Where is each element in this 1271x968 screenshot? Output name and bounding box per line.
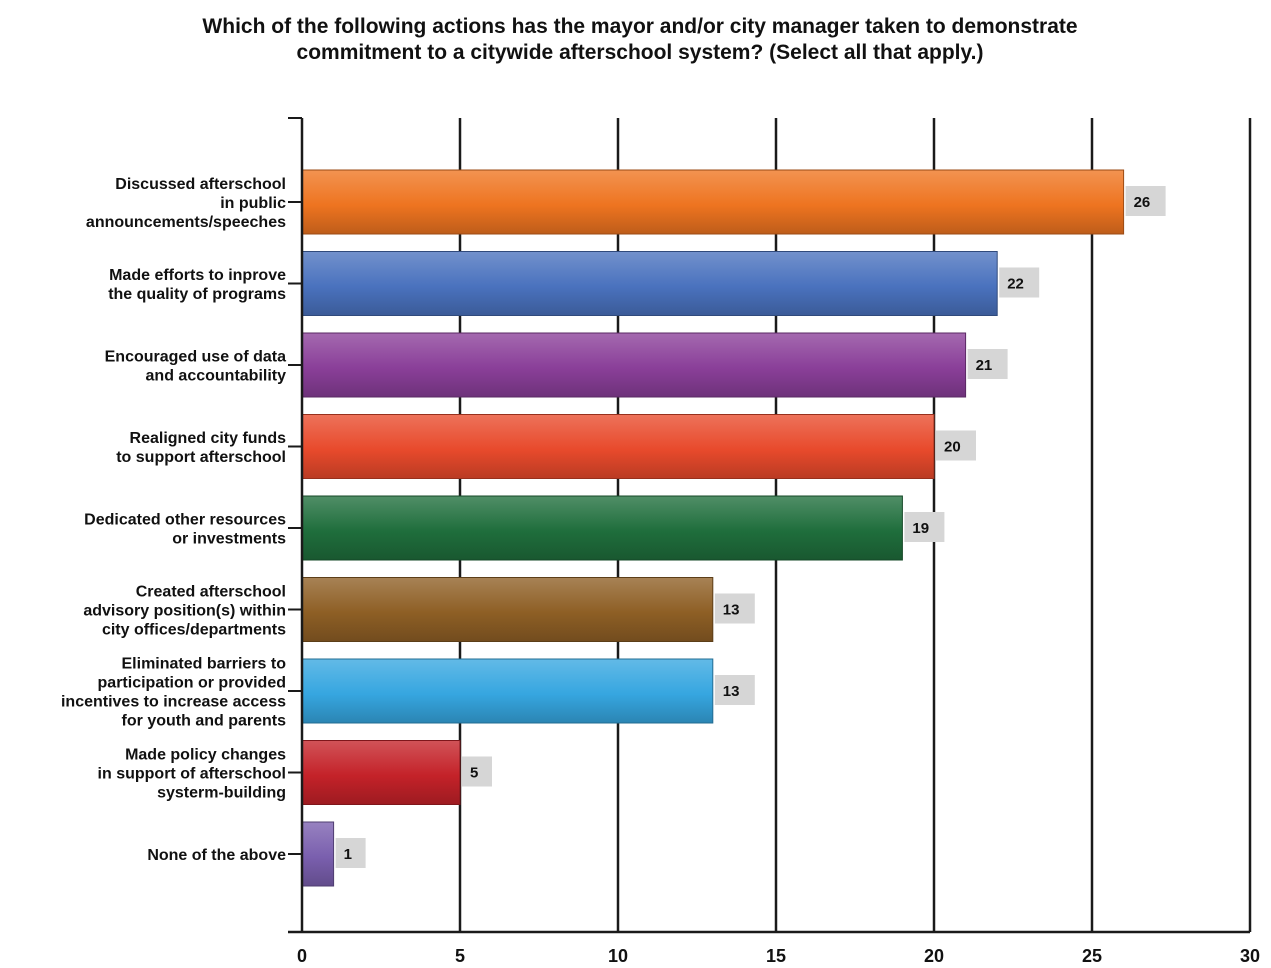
- bar: [301, 821, 335, 887]
- chart-title: Which of the following actions has the m…: [202, 15, 1078, 64]
- x-tick-label: 5: [455, 946, 465, 966]
- bar: [301, 332, 967, 398]
- category-label: None of the above: [147, 847, 286, 864]
- data-label-box: [335, 838, 366, 868]
- data-label-box: [936, 430, 976, 461]
- bar: [301, 740, 461, 805]
- data-label: 1: [344, 846, 352, 863]
- category-label: Dedicated other resources or investments: [84, 512, 286, 548]
- x-tick-label: 15: [766, 946, 786, 966]
- axes: [288, 117, 1250, 934]
- category-label: Eliminated barriers to participation or p…: [61, 656, 286, 730]
- data-label-box: [967, 349, 1008, 379]
- data-label: 19: [912, 520, 929, 537]
- data-label: 13: [723, 683, 740, 700]
- category-label: Created afterschool advisory position(s) …: [83, 584, 286, 639]
- category-label: Discussed afterschool in public announceme…: [86, 176, 286, 231]
- bar: [301, 169, 1125, 235]
- data-label-box: [1125, 186, 1166, 216]
- x-tick-label: 25: [1082, 946, 1102, 966]
- data-label-box: [904, 512, 945, 542]
- x-tick-label: 0: [297, 946, 307, 966]
- x-tick-label: 30: [1240, 946, 1260, 966]
- data-label: 5: [470, 765, 478, 782]
- bar: [301, 251, 998, 316]
- bar: [301, 414, 935, 479]
- data-label-box: [714, 593, 755, 624]
- data-label: 13: [723, 602, 740, 619]
- bar: [301, 658, 714, 724]
- bar: [301, 495, 903, 561]
- data-label-box: [999, 267, 1040, 298]
- bars: [301, 169, 1125, 887]
- category-label: Encouraged use of data and accountability: [105, 349, 286, 385]
- data-label: 26: [1134, 194, 1151, 211]
- category-label: Made efforts to inprove the quality of pr…: [108, 267, 286, 303]
- x-tick-label: 20: [924, 946, 944, 966]
- data-label: 20: [944, 439, 961, 456]
- category-label: Realigned city funds to support afterscho…: [116, 430, 286, 466]
- data-label-box: [714, 675, 755, 705]
- x-tick-label: 10: [608, 946, 628, 966]
- data-label: 22: [1007, 276, 1024, 293]
- data-label: 21: [976, 357, 993, 374]
- data-label-box: [462, 756, 492, 787]
- bar: [301, 577, 714, 642]
- category-label: Made policy changes in support of aftersc…: [98, 747, 287, 802]
